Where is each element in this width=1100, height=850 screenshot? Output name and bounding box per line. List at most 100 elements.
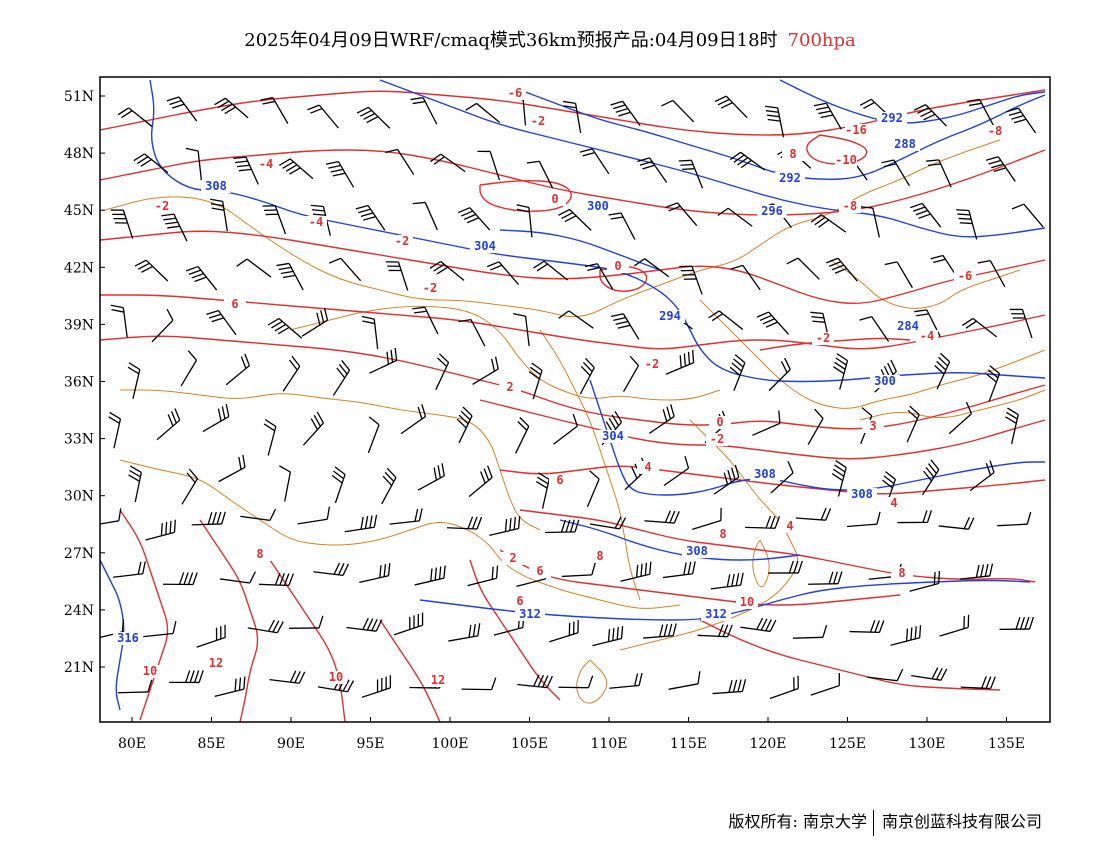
wind-barb <box>589 516 627 530</box>
label-bg <box>509 595 531 608</box>
label-bg <box>205 657 227 670</box>
wind-barb <box>679 265 703 295</box>
wind-barb <box>151 308 174 343</box>
wind-barb <box>810 214 847 233</box>
label-bg <box>812 332 834 345</box>
boundary-line <box>619 419 798 651</box>
wind-barb <box>867 668 904 682</box>
height-label: 308 <box>851 487 873 501</box>
boundary-line <box>120 389 541 531</box>
wind-barb <box>1005 407 1019 444</box>
temperature-label: 6 <box>231 297 238 311</box>
wind-barb <box>145 519 176 541</box>
wind-barb <box>180 350 198 387</box>
wind-barb <box>412 201 438 231</box>
temperature-label: 2 <box>509 551 516 565</box>
label-bg <box>470 240 500 253</box>
wind-barb <box>985 156 1016 182</box>
wind-barb <box>756 311 790 335</box>
label-bg <box>499 381 521 394</box>
lon-tick-label: 105E <box>511 736 548 752</box>
wind-barb <box>258 572 294 587</box>
height-label: 304 <box>474 239 496 253</box>
wind-barb <box>369 347 398 374</box>
wind-barb <box>355 204 386 231</box>
wind-barb <box>906 405 920 443</box>
temperature-contour <box>199 519 259 722</box>
temperature-contour <box>119 509 169 721</box>
temperature-label: -2 <box>423 281 437 295</box>
footer-divider <box>872 809 874 836</box>
height-contour <box>559 519 801 561</box>
wind-barb <box>429 260 465 281</box>
wind-barb <box>515 417 530 454</box>
label-bg <box>419 282 441 295</box>
wind-barb <box>143 620 177 638</box>
label-bg <box>862 420 884 433</box>
wind-barb <box>133 153 169 174</box>
wind-barb <box>665 349 695 375</box>
label-bg <box>607 260 629 273</box>
wind-barb <box>536 472 550 509</box>
label-bg <box>427 674 449 687</box>
wind-barb <box>278 158 314 180</box>
wind-barb <box>282 355 301 392</box>
wind-barb <box>430 153 466 173</box>
temperature-contour <box>100 335 1046 430</box>
wind-barb <box>668 671 701 690</box>
wind-barb <box>765 105 785 138</box>
wind-barb <box>361 675 392 698</box>
temperature-label: 6 <box>556 473 563 487</box>
temperature-contour <box>100 294 1046 350</box>
wind-barb <box>558 208 592 231</box>
wind-barb <box>849 620 885 634</box>
wind-barb <box>808 571 843 585</box>
wind-barb <box>279 465 292 502</box>
wind-barb <box>562 100 582 134</box>
wind-barb <box>389 508 423 525</box>
wind-barb <box>414 565 446 586</box>
height-label: 292 <box>881 111 903 125</box>
boundary-line <box>539 329 641 601</box>
label-bg <box>750 468 780 481</box>
lon-tick-label: 85E <box>197 736 225 752</box>
height-label: 304 <box>602 429 624 443</box>
wind-barb <box>831 460 847 497</box>
wind-barb <box>948 401 973 435</box>
wind-barb <box>185 147 203 181</box>
temperature-contour <box>479 399 1046 460</box>
wind-barb <box>269 670 306 684</box>
wind-barb <box>610 100 641 127</box>
temperature-label: -2 <box>531 114 545 128</box>
temperature-label: -8 <box>843 199 857 213</box>
lat-tick-label: 51N <box>64 89 94 105</box>
wind-barb <box>584 263 614 290</box>
wind-barb <box>959 563 994 580</box>
label-bg <box>706 433 728 446</box>
lon-tick-label: 100E <box>432 736 469 752</box>
wind-barb <box>966 98 995 127</box>
wind-barb <box>745 515 781 529</box>
label-bg <box>709 416 731 429</box>
lat-tick-label: 36N <box>64 375 94 391</box>
label-bg <box>835 154 857 167</box>
wind-barb <box>884 261 913 289</box>
wind-barb <box>697 624 733 638</box>
wind-barb <box>381 467 397 505</box>
height-label: 300 <box>587 199 609 213</box>
wind-barb <box>477 150 501 181</box>
label-bg <box>883 497 905 510</box>
wind-barb <box>457 207 491 231</box>
temperature-contour <box>519 509 1036 583</box>
wind-barb <box>181 468 199 505</box>
wind-barb <box>517 674 553 689</box>
wind-barb <box>833 353 849 390</box>
wind-barb <box>913 104 947 127</box>
lon-tick-label: 135E <box>988 736 1025 752</box>
wind-barb <box>297 506 331 525</box>
lon-tick-label: 110E <box>591 736 628 752</box>
label-bg <box>757 205 787 218</box>
lon-tick-label: 115E <box>670 736 707 752</box>
wind-barb <box>911 667 948 681</box>
temperature-label: -2 <box>395 234 409 248</box>
